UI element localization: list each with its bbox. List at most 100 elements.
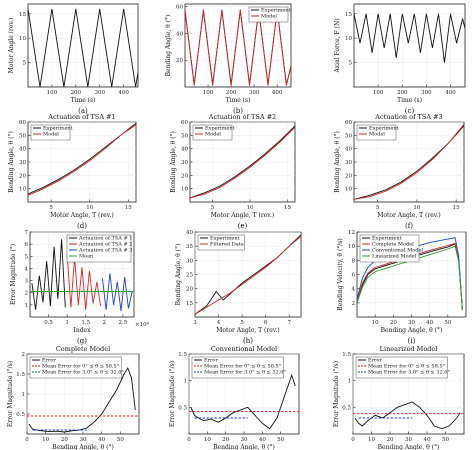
chart-f-legend-label: Model	[369, 132, 385, 138]
chart-f-xtick-label: 10	[413, 205, 420, 211]
chart-a-xlabel: Time (s)	[71, 97, 96, 104]
chart-g-xlabel: Index	[73, 327, 91, 334]
chart-b-ylabel: Bending Angle, θ (°)	[165, 15, 172, 77]
chart-l-xtick-label: 30	[405, 437, 412, 443]
chart-j-legend-box	[29, 356, 122, 379]
chart-h-xtick-label: 7	[287, 320, 291, 326]
chart-b-legend-box	[248, 6, 289, 23]
chart-a-xtick-label: 300	[94, 90, 105, 96]
chart-b-caption: (b)	[233, 107, 243, 115]
chart-e-ytick-label: 50	[181, 133, 188, 139]
chart-g: 1 2 3 4 5 6 7 0.5 1 1.5 2 2.5 ×10⁴ Actuation of TSA #…	[10, 230, 150, 345]
chart-e-ylabel: Bending Angle, θ (°)	[170, 131, 177, 193]
chart-f-ylabel: Bending Angle, θ (°)	[334, 131, 341, 193]
chart-c-xtick-label: 400	[445, 90, 456, 96]
chart-k-xtick-label: 50	[277, 437, 284, 443]
chart-h-ytick-label: 25	[186, 273, 193, 279]
chart-e-ytick-label: 30	[181, 160, 188, 166]
chart-i-xtick-label: 30	[408, 320, 415, 326]
chart-b-legend-label: Experiment	[261, 8, 291, 14]
chart-g-ytick-label: 1	[25, 303, 29, 309]
chart-j-legend-label: Error	[42, 358, 56, 364]
chart-e-legend-label: Model	[205, 132, 221, 138]
chart-h-caption: (h)	[243, 337, 253, 345]
chart-k-title: Conventional Model	[211, 345, 277, 353]
chart-a-caption: (a)	[78, 107, 88, 115]
chart-d-ytick-label: 40	[19, 147, 26, 153]
chart-l-ytick-label: 0.5	[342, 405, 351, 411]
chart-a-xtick-label: 100	[47, 90, 58, 96]
chart-a-ylabel: Motor Angle (rev.)	[8, 18, 15, 74]
chart-h-ytick-label: 30	[186, 258, 193, 264]
chart-h-ytick-label: 35	[186, 244, 193, 250]
chart-j-xtick-label: 30	[80, 437, 87, 443]
chart-h-xtick-label: 5	[240, 320, 244, 326]
chart-b-xtick-label: 200	[226, 90, 237, 96]
chart-k-ylabel: Error Magnitude (°/s)	[169, 361, 176, 427]
chart-f-legend-box	[356, 124, 397, 141]
chart-g-ytick-label: 3	[25, 279, 29, 285]
chart-c-xtick-label: 200	[397, 90, 408, 96]
chart-k-series-0	[190, 373, 296, 430]
chart-i-xtick-label: 20	[390, 320, 397, 326]
chart-h-ylabel: Bending Angle, θ (°)	[175, 244, 182, 306]
chart-l-xtick-label: 20	[387, 437, 394, 443]
chart-b-ytick-label: 20	[176, 58, 183, 64]
chart-i-legend-label: Conventional Model	[372, 248, 423, 254]
chart-g-xtick-label: 2	[103, 320, 107, 326]
chart-d-series-1	[28, 124, 136, 196]
chart-a-ytick-label: 15	[19, 12, 26, 18]
chart-g-series-1	[66, 253, 102, 310]
chart-j-title: Complete Model	[56, 345, 110, 353]
chart-k-legend-label: Mean Error for 3.0° ≤ θ ≤ 32.0°	[204, 370, 286, 376]
chart-e-ytick-label: 40	[181, 147, 188, 153]
chart-c-xtick-label: 300	[421, 90, 432, 96]
chart-f-ytick-label: 20	[345, 173, 352, 179]
chart-j-xtick-label: 50	[117, 437, 124, 443]
chart-c-series-0	[354, 13, 465, 63]
chart-j-xtick-label: 0	[25, 437, 29, 443]
chart-f-legend-label: Experiment	[369, 126, 399, 132]
chart-k-legend-label: Error	[204, 358, 218, 364]
chart-g-legend-label: Actuation of TSA # 2	[78, 242, 132, 248]
chart-l-xlabel: Bending Angle, θ (°)	[378, 444, 440, 450]
chart-a-ytick-label: 10	[19, 36, 26, 42]
chart-b-xtick-label: 300	[249, 90, 260, 96]
chart-d-xtick-label: 5	[49, 205, 53, 211]
chart-g-legend-label: Actuation of TSA # 3	[78, 248, 132, 254]
chart-j-xtick-label: 20	[61, 437, 68, 443]
chart-d-ylabel: Bending Angle, θ (°)	[8, 131, 15, 193]
chart-f-ytick-label: 50	[345, 133, 352, 139]
chart-h-ytick-label: 40	[186, 230, 193, 236]
chart-l-title: Linearized Model	[380, 345, 438, 353]
chart-g-legend-label: Actuation of TSA # 1	[78, 236, 132, 242]
chart-l-legend-label: Error	[368, 358, 382, 364]
chart-l-xtick-label: 40	[424, 437, 431, 443]
chart-i-ytick-label: 12	[348, 230, 355, 236]
chart-b-legend-label: Model	[261, 14, 277, 20]
chart-h-legend-label: Experiment	[210, 236, 240, 242]
chart-i-ylabel: Bending Velocity, θ̇ (°/s)	[337, 238, 344, 310]
chart-d-legend-box	[30, 124, 71, 141]
chart-i-ytick-label: 2	[352, 301, 356, 307]
chart-h-ytick-label: 20	[186, 287, 193, 293]
chart-l-legend-box	[355, 356, 448, 379]
chart-k-ytick-label: 1	[184, 379, 188, 385]
chart-k-xtick-label: 30	[241, 437, 248, 443]
chart-k-xlabel: Bending Angle, θ (°)	[213, 444, 275, 450]
chart-i-legend-box	[359, 234, 420, 263]
chart-j-ytick-label: 0.5	[16, 412, 25, 418]
chart-e-legend-box	[192, 124, 233, 141]
chart-k-legend-box	[191, 356, 284, 379]
chart-k-xtick-label: 20	[222, 437, 229, 443]
chart-h-xtick-label: 4	[217, 320, 221, 326]
chart-i-ytick-label: 10	[348, 244, 355, 250]
chart-b-xtick-label: 400	[272, 90, 283, 96]
